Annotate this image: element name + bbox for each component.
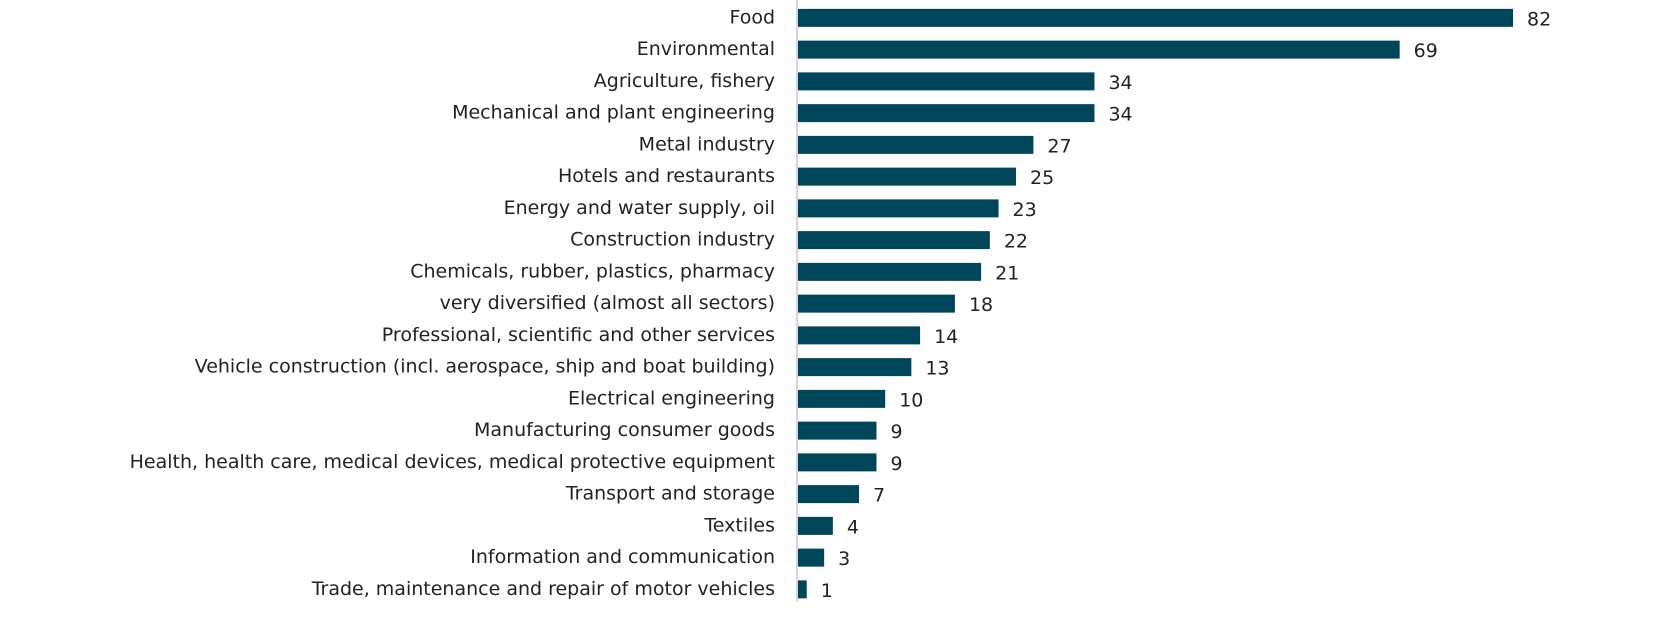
bar [798, 167, 1016, 186]
value-label: 9 [890, 421, 902, 443]
bar [798, 358, 912, 377]
value-label: 7 [873, 485, 885, 507]
value-label: 14 [934, 326, 958, 348]
value-label: 69 [1414, 40, 1438, 62]
bar [798, 294, 955, 313]
bar [798, 326, 921, 345]
category-label: Metal industry [639, 133, 775, 155]
category-label: Electrical engineering [568, 387, 775, 409]
bar [798, 580, 807, 599]
bar [798, 389, 886, 408]
value-label: 27 [1047, 135, 1071, 157]
category-label: Health, health care, medical devices, me… [130, 451, 775, 473]
value-label: 9 [890, 453, 902, 475]
bar [798, 485, 860, 504]
category-label: Transport and storage [565, 483, 775, 505]
value-label: 23 [1013, 199, 1037, 221]
category-label: Trade, maintenance and repair of motor v… [311, 578, 775, 600]
value-label: 13 [925, 358, 949, 380]
category-label: Food [729, 6, 775, 28]
value-label: 34 [1108, 104, 1132, 126]
value-label: 21 [995, 262, 1019, 284]
category-label: Manufacturing consumer goods [474, 419, 775, 441]
bar [798, 40, 1400, 59]
bar [798, 231, 990, 250]
category-label: Environmental [637, 38, 775, 60]
bar [798, 453, 877, 472]
value-label: 22 [1004, 231, 1028, 253]
bar [798, 199, 999, 218]
bar [798, 72, 1095, 91]
category-label: Energy and water supply, oil [504, 197, 775, 219]
bar [798, 104, 1095, 123]
value-label: 34 [1108, 72, 1132, 94]
bar [798, 516, 833, 535]
bar [798, 548, 825, 567]
category-label: Vehicle construction (incl. aerospace, s… [195, 356, 775, 378]
category-label: Professional, scientific and other servi… [382, 324, 775, 346]
value-label: 4 [847, 516, 859, 538]
bar [798, 262, 982, 281]
value-label: 1 [821, 580, 833, 602]
bar [798, 135, 1034, 154]
value-label: 25 [1030, 167, 1054, 189]
category-label: Agriculture, fishery [594, 70, 775, 92]
value-label: 82 [1527, 8, 1551, 30]
category-label: Mechanical and plant engineering [452, 102, 775, 124]
category-label: Information and communication [470, 546, 775, 568]
value-label: 18 [969, 294, 993, 316]
category-label: Construction industry [570, 229, 775, 251]
bar [798, 421, 877, 440]
category-label: Hotels and restaurants [558, 165, 775, 187]
value-label: 3 [838, 548, 850, 570]
category-label: very diversified (almost all sectors) [440, 292, 775, 314]
category-label: Textiles [703, 514, 775, 536]
bar [798, 8, 1513, 27]
value-label: 10 [899, 389, 923, 411]
category-label: Chemicals, rubber, plastics, pharmacy [410, 260, 775, 282]
